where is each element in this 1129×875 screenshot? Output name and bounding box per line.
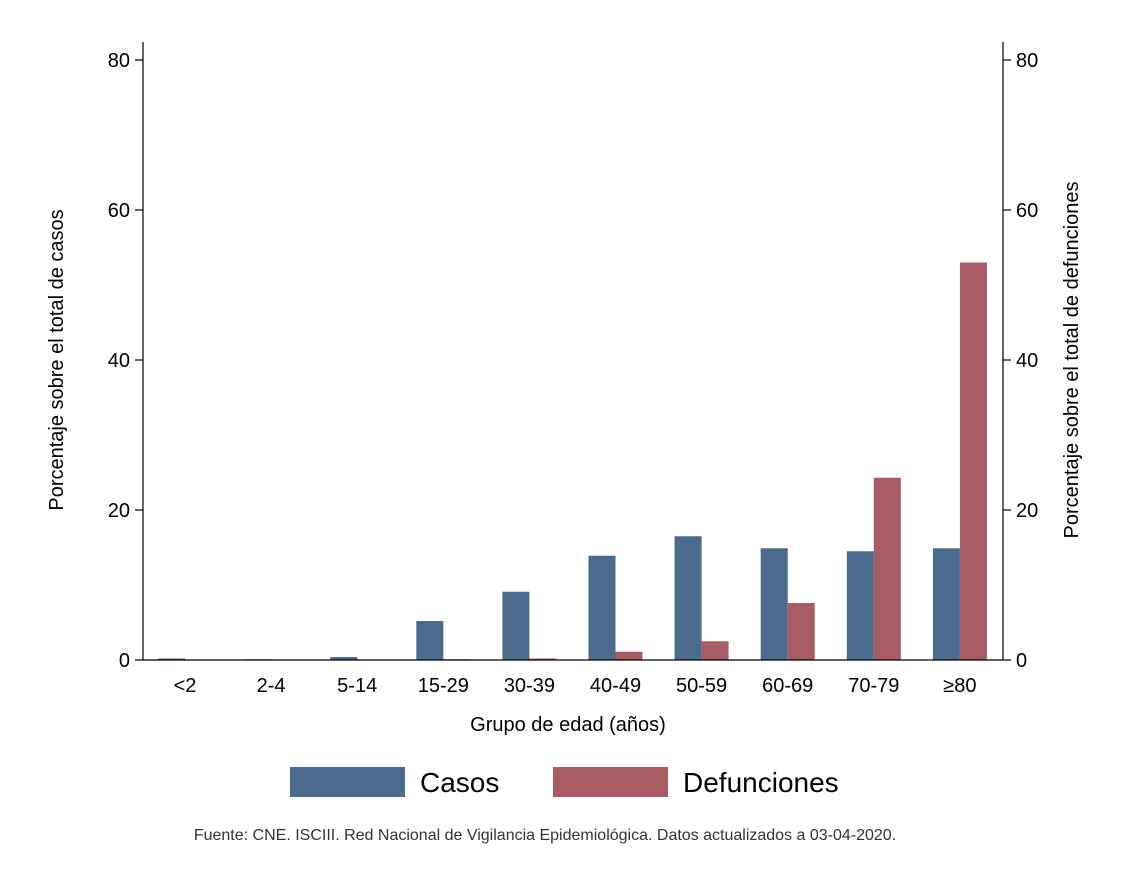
y-axis-title-right: Porcentaje sobre el total de defunciones (1061, 182, 1083, 539)
bar-defunciones-7 (787, 603, 815, 660)
bar-defunciones-6 (701, 641, 729, 660)
legend-label-casos: Casos (420, 767, 499, 798)
bar-casos-9 (932, 548, 960, 660)
legend-swatch-casos (290, 767, 405, 797)
bar-casos-8 (846, 551, 874, 660)
y-tick-label-right: 20 (1016, 500, 1038, 522)
x-tick-label: 2-4 (257, 675, 286, 697)
bar-casos-0 (158, 658, 185, 660)
bar-defunciones-9 (959, 262, 987, 660)
y-tick-label-left: 0 (119, 650, 130, 672)
bar-casos-5 (588, 555, 616, 660)
bar-casos-6 (674, 536, 702, 660)
bar-defunciones-5 (615, 651, 643, 660)
labels-group: 0 0 20 20 40 40 60 60 80 80 <2 2-4 5-14 15-29 30-39 40-… (108, 50, 1039, 697)
legend-label-defunciones: Defunciones (683, 767, 839, 798)
x-tick-label: 15-29 (418, 675, 469, 697)
legend: Casos Defunciones (290, 767, 839, 798)
y-tick-label-left: 20 (108, 500, 130, 522)
bars-group (158, 262, 987, 660)
x-tick-label: 70-79 (848, 675, 899, 697)
y-axis-title-left: Porcentaje sobre el total de casos (46, 209, 68, 510)
x-tick-label: 50-59 (676, 675, 727, 697)
y-tick-label-right: 80 (1016, 50, 1038, 72)
source-note: Fuente: CNE. ISCIII. Red Nacional de Vig… (194, 827, 896, 844)
bar-casos-7 (760, 548, 788, 660)
bar-casos-3 (416, 621, 444, 660)
bar-casos-4 (502, 591, 530, 660)
bar-casos-2 (330, 657, 358, 660)
y-tick-label-right: 60 (1016, 200, 1038, 222)
bar-defunciones-8 (873, 477, 901, 660)
y-tick-label-right: 40 (1016, 350, 1038, 372)
x-tick-label: ≥80 (943, 675, 976, 697)
x-tick-label: 60-69 (762, 675, 813, 697)
bar-defunciones-4 (529, 658, 557, 660)
axes-group (135, 42, 1011, 661)
x-tick-label: <2 (174, 675, 197, 697)
y-tick-label-left: 60 (108, 200, 130, 222)
x-tick-label: 5-14 (337, 675, 377, 697)
y-tick-label-left: 80 (108, 50, 130, 72)
x-axis-title: Grupo de edad (años) (470, 714, 666, 736)
y-tick-label-left: 40 (108, 350, 130, 372)
x-tick-label: 30-39 (504, 675, 555, 697)
x-tick-label: 40-49 (590, 675, 641, 697)
legend-swatch-defunciones (553, 767, 668, 797)
y-tick-label-right: 0 (1016, 650, 1027, 672)
